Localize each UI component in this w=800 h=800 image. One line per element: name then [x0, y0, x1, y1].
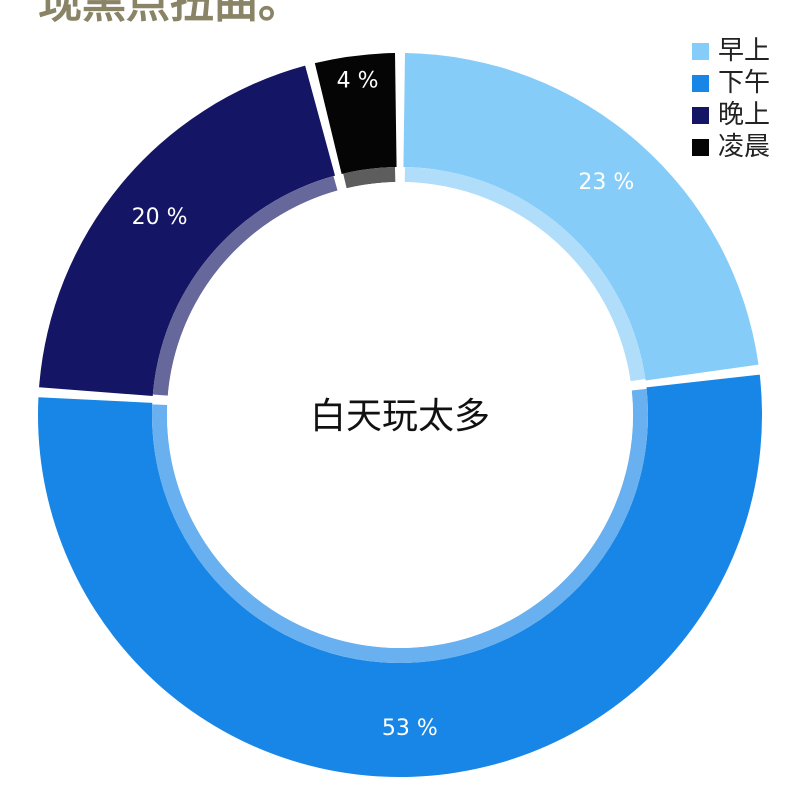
slice-afternoon: [38, 374, 762, 777]
legend-item-evening: 晚上: [692, 100, 770, 130]
value-label-morning: 23 %: [578, 170, 634, 195]
legend-swatch-night: [692, 138, 709, 156]
value-label-afternoon: 53 %: [382, 716, 438, 741]
inner-ring-night: [343, 167, 396, 189]
legend-label-evening: 晚上: [718, 100, 771, 130]
legend-label-night: 凌晨: [718, 132, 771, 162]
legend-swatch-morning: [692, 42, 709, 60]
legend-item-afternoon: 下午: [692, 68, 770, 98]
inner-ring-evening: [152, 176, 338, 396]
inner-ring-morning: [404, 167, 646, 382]
slices-layer: [38, 53, 762, 777]
slice-evening: [39, 65, 336, 397]
legend-item-night: 凌晨: [692, 132, 770, 162]
legend: 早上 下午 晚上 凌晨: [692, 36, 770, 162]
legend-swatch-afternoon: [692, 74, 709, 92]
donut-hole: [167, 182, 633, 648]
value-labels-layer: 23 % 53 % 20 % 4 %: [132, 69, 635, 741]
slice-morning: [403, 53, 759, 381]
legend-label-morning: 早上: [718, 36, 771, 66]
legend-swatch-evening: [692, 106, 709, 124]
value-label-night: 4 %: [337, 69, 379, 94]
slice-night: [314, 53, 397, 174]
value-label-evening: 20 %: [132, 205, 188, 230]
inner-rings-layer: [152, 167, 648, 663]
legend-label-afternoon: 下午: [718, 68, 771, 98]
top-cropped-text: 现黑点扭曲。: [38, 0, 302, 28]
legend-item-morning: 早上: [692, 36, 770, 66]
center-text: 白天玩太多: [310, 396, 490, 437]
